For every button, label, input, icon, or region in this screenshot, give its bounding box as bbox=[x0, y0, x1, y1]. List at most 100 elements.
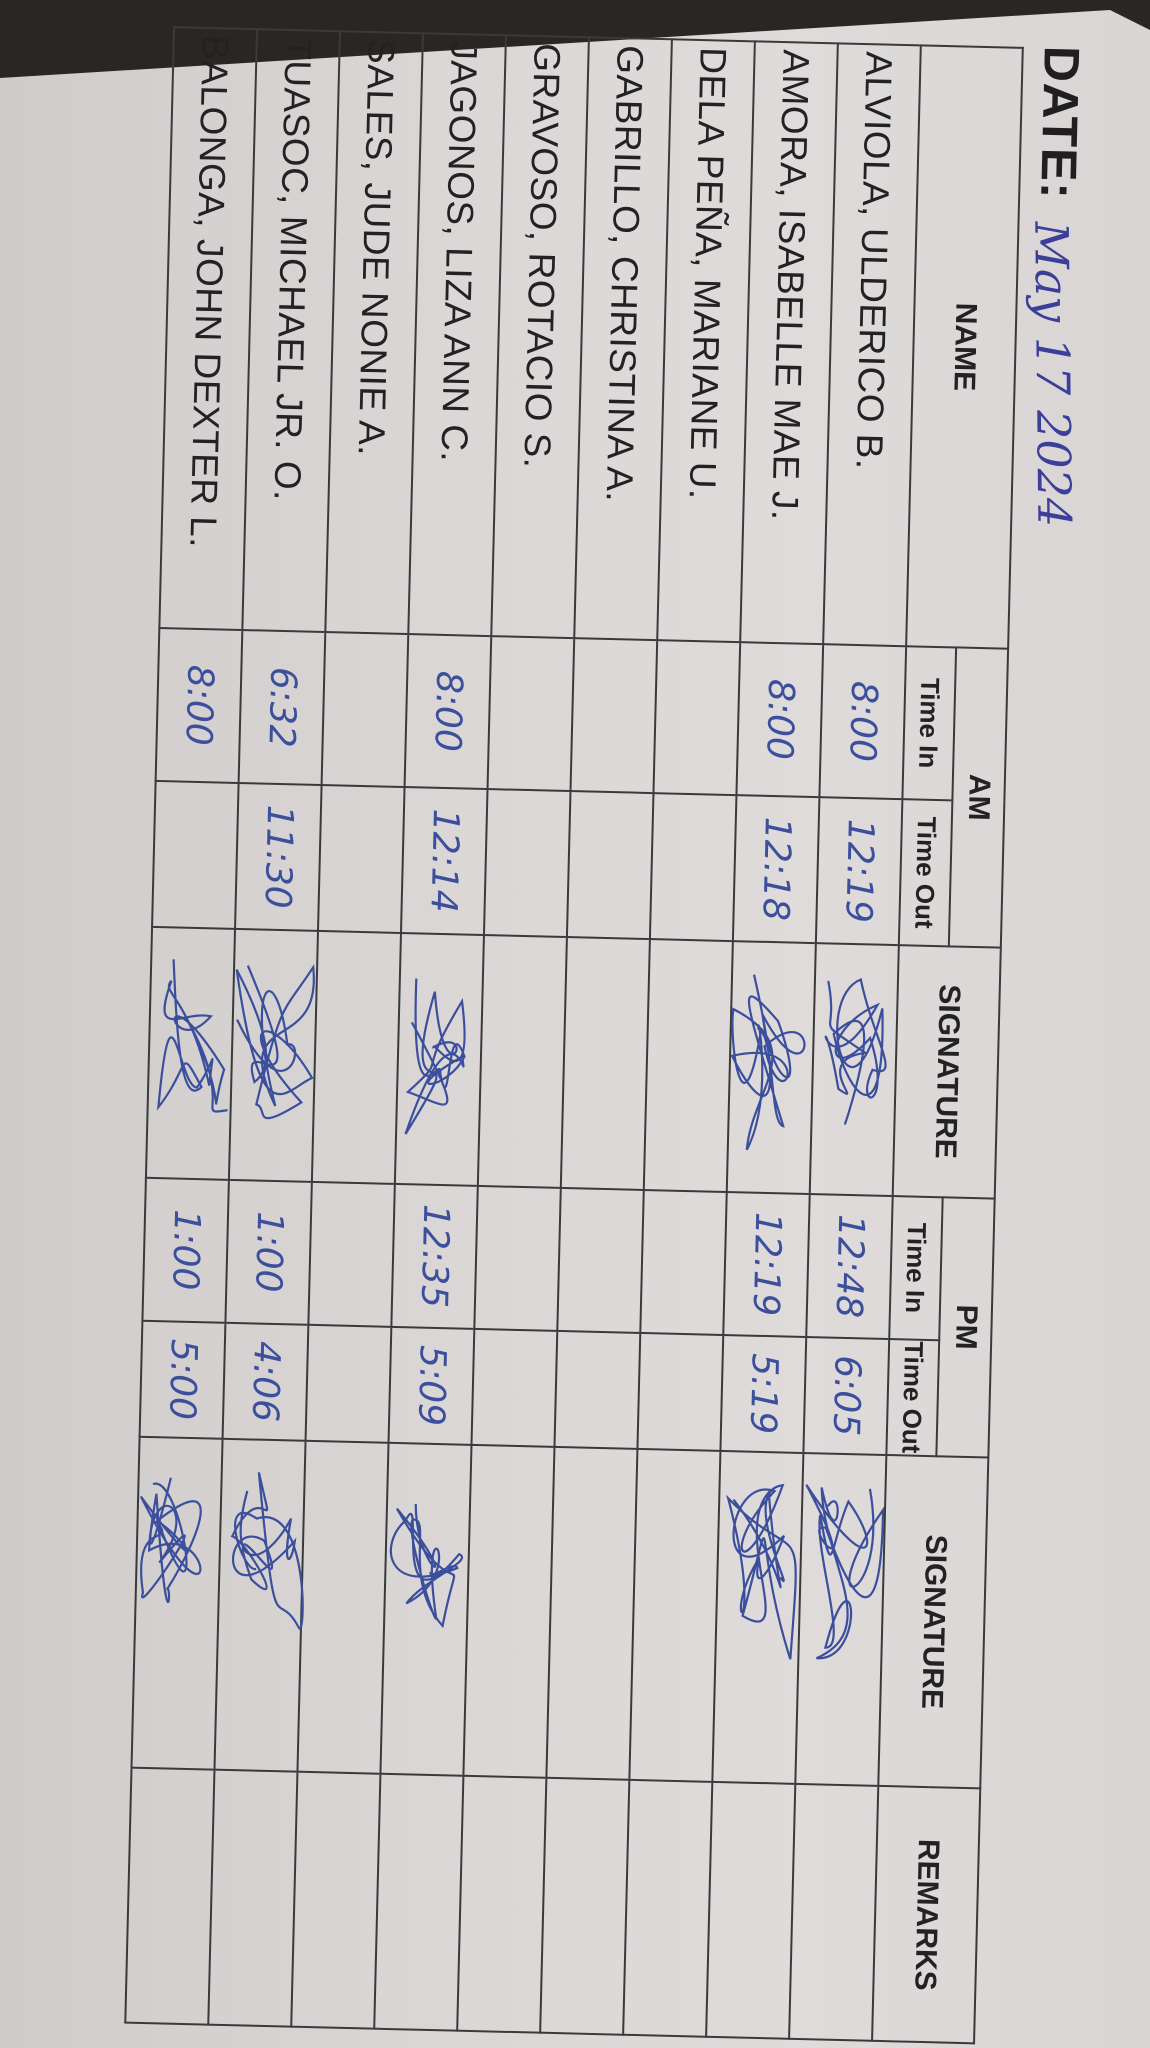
name-cell: GABRILLO, CHRISTINA A. bbox=[574, 37, 672, 640]
am-time-in-cell bbox=[653, 639, 741, 796]
table-row: ALVIOLA, ULDERICO B. 8:00 12:19 12:48 6:05 bbox=[789, 43, 921, 2041]
handwritten-signature bbox=[156, 958, 228, 1113]
signature-stroke bbox=[730, 974, 806, 1150]
pm-time-in-cell bbox=[308, 1181, 395, 1327]
pm-time-in-cell: 12:19 bbox=[723, 1191, 810, 1337]
table-row: JAGONOS, LIZA ANN C. 8:00 12:14 12:35 5:09 bbox=[374, 33, 506, 2031]
pm-time-in-cell: 1:00 bbox=[142, 1177, 229, 1323]
am-time-in-cell: 8:00 bbox=[819, 643, 907, 800]
pm-signature-cell bbox=[712, 1450, 804, 1785]
am-signature-cell bbox=[809, 942, 899, 1196]
pm-time-out-cell bbox=[554, 1330, 641, 1449]
handwritten-signature bbox=[726, 1483, 797, 1660]
pm-time-out-cell: 6:05 bbox=[803, 1336, 890, 1455]
am-time-out-cell bbox=[483, 788, 571, 937]
am-time-out-cell: 12:19 bbox=[815, 797, 903, 945]
pm-time-in-cell: 1:00 bbox=[225, 1179, 312, 1325]
name-cell: GRAVOSO, ROTACIO S. bbox=[491, 35, 589, 638]
table-row: AMORA, ISABELLE MAE J. 8:00 12:18 12:19 5:19 bbox=[706, 41, 838, 2039]
handwritten-signature bbox=[730, 974, 806, 1150]
pm-time-out-cell bbox=[637, 1332, 724, 1451]
remarks-cell bbox=[125, 1768, 215, 2025]
handwritten-signature bbox=[139, 1477, 202, 1603]
pm-time-in-cell bbox=[474, 1185, 561, 1331]
pm-signature-cell bbox=[546, 1446, 638, 1781]
am-signature-cell bbox=[726, 940, 816, 1194]
pm-time-out-cell bbox=[305, 1324, 392, 1443]
am-signature-cell bbox=[228, 928, 319, 1182]
pm-time-out-cell: 4:06 bbox=[222, 1322, 309, 1441]
signature-stroke bbox=[824, 977, 887, 1125]
pm-signature-cell bbox=[795, 1452, 887, 1787]
handwritten-signature bbox=[235, 963, 315, 1119]
remarks-cell bbox=[623, 1780, 713, 2037]
am-time-in-cell bbox=[487, 635, 575, 791]
pm-signature-cell bbox=[629, 1448, 721, 1783]
header-remarks: REMARKS bbox=[872, 1786, 981, 2044]
remarks-cell bbox=[706, 1782, 796, 2039]
signature-stroke bbox=[805, 1483, 885, 1660]
pm-time-in-cell bbox=[557, 1187, 644, 1333]
header-pm-time-in: Time In bbox=[889, 1195, 943, 1340]
date-value-handwritten: May 17 2024 bbox=[1024, 221, 1082, 528]
signature-stroke bbox=[389, 1503, 463, 1629]
am-signature-cell bbox=[643, 938, 733, 1192]
header-am-time-in: Time In bbox=[902, 645, 957, 801]
handwritten-signature bbox=[389, 1503, 463, 1629]
handwritten-signature bbox=[404, 978, 466, 1135]
remarks-cell bbox=[208, 1770, 298, 2027]
handwritten-signature bbox=[230, 1471, 304, 1630]
pm-time-out-cell: 5:19 bbox=[720, 1334, 807, 1453]
am-time-out-cell: 11:30 bbox=[235, 782, 322, 931]
header-pm-time-out: Time Out bbox=[886, 1338, 940, 1457]
am-signature-cell bbox=[145, 926, 236, 1180]
pm-time-out-cell: 5:09 bbox=[388, 1326, 475, 1445]
signature-stroke bbox=[230, 1471, 304, 1630]
remarks-cell bbox=[457, 1776, 547, 2033]
name-cell: DELA PEÑA, MARIANE U. bbox=[657, 39, 755, 642]
am-time-in-cell: 8:00 bbox=[404, 633, 492, 789]
pm-time-in-cell: 12:48 bbox=[806, 1193, 893, 1339]
am-time-in-cell: 8:00 bbox=[736, 641, 824, 798]
am-time-in-cell bbox=[570, 637, 658, 793]
header-name: NAME bbox=[906, 45, 1023, 649]
date-label: DATE: bbox=[1030, 45, 1090, 201]
am-time-out-cell: 12:14 bbox=[400, 786, 488, 935]
header-am-time-out: Time Out bbox=[898, 799, 953, 947]
signature-stroke bbox=[156, 958, 228, 1113]
am-time-out-cell bbox=[318, 784, 405, 933]
remarks-cell bbox=[374, 1774, 464, 2031]
remarks-cell bbox=[540, 1778, 630, 2035]
signature-stroke bbox=[235, 963, 315, 1119]
table-row: TUASOC, MICHAEL JR. O. 6:32 11:30 1:00 4:06 bbox=[208, 29, 340, 2027]
signature-stroke bbox=[726, 1483, 797, 1660]
pm-signature-cell bbox=[214, 1438, 306, 1773]
pm-time-out-cell bbox=[471, 1328, 558, 1447]
handwritten-signature bbox=[824, 977, 887, 1125]
remarks-cell bbox=[789, 1784, 879, 2041]
name-cell: ALVIOLA, ULDERICO B. bbox=[823, 43, 921, 646]
name-cell: BALONGA, JOHN DEXTER L. bbox=[159, 27, 258, 630]
attendance-table: NAME AM SIGNATURE PM SIGNATURE REMARKS T… bbox=[124, 26, 1024, 2044]
am-time-in-cell: 6:32 bbox=[238, 629, 326, 785]
pm-time-in-cell bbox=[640, 1189, 727, 1335]
pm-time-in-cell: 12:35 bbox=[391, 1183, 478, 1329]
name-cell: AMORA, ISABELLE MAE J. bbox=[740, 41, 838, 644]
name-cell: TUASOC, MICHAEL JR. O. bbox=[242, 29, 340, 632]
signature-stroke bbox=[139, 1477, 202, 1603]
pm-signature-cell bbox=[380, 1442, 472, 1777]
pm-signature-cell bbox=[131, 1436, 223, 1771]
am-time-out-cell bbox=[152, 780, 239, 929]
header-am: AM bbox=[948, 647, 1009, 948]
name-cell: JAGONOS, LIZA ANN C. bbox=[408, 33, 506, 636]
name-cell: SALES, JUDE NONIE A. bbox=[325, 31, 423, 634]
signature-stroke bbox=[404, 978, 466, 1135]
am-time-out-cell bbox=[566, 790, 654, 939]
am-time-in-cell: 8:00 bbox=[155, 627, 243, 783]
am-time-in-cell bbox=[321, 631, 409, 787]
table-row: BALONGA, JOHN DEXTER L. 8:00 1:00 5:00 bbox=[125, 27, 258, 2025]
header-pm: PM bbox=[936, 1196, 995, 1458]
am-signature-cell bbox=[560, 936, 650, 1190]
handwritten-signature bbox=[805, 1483, 885, 1660]
